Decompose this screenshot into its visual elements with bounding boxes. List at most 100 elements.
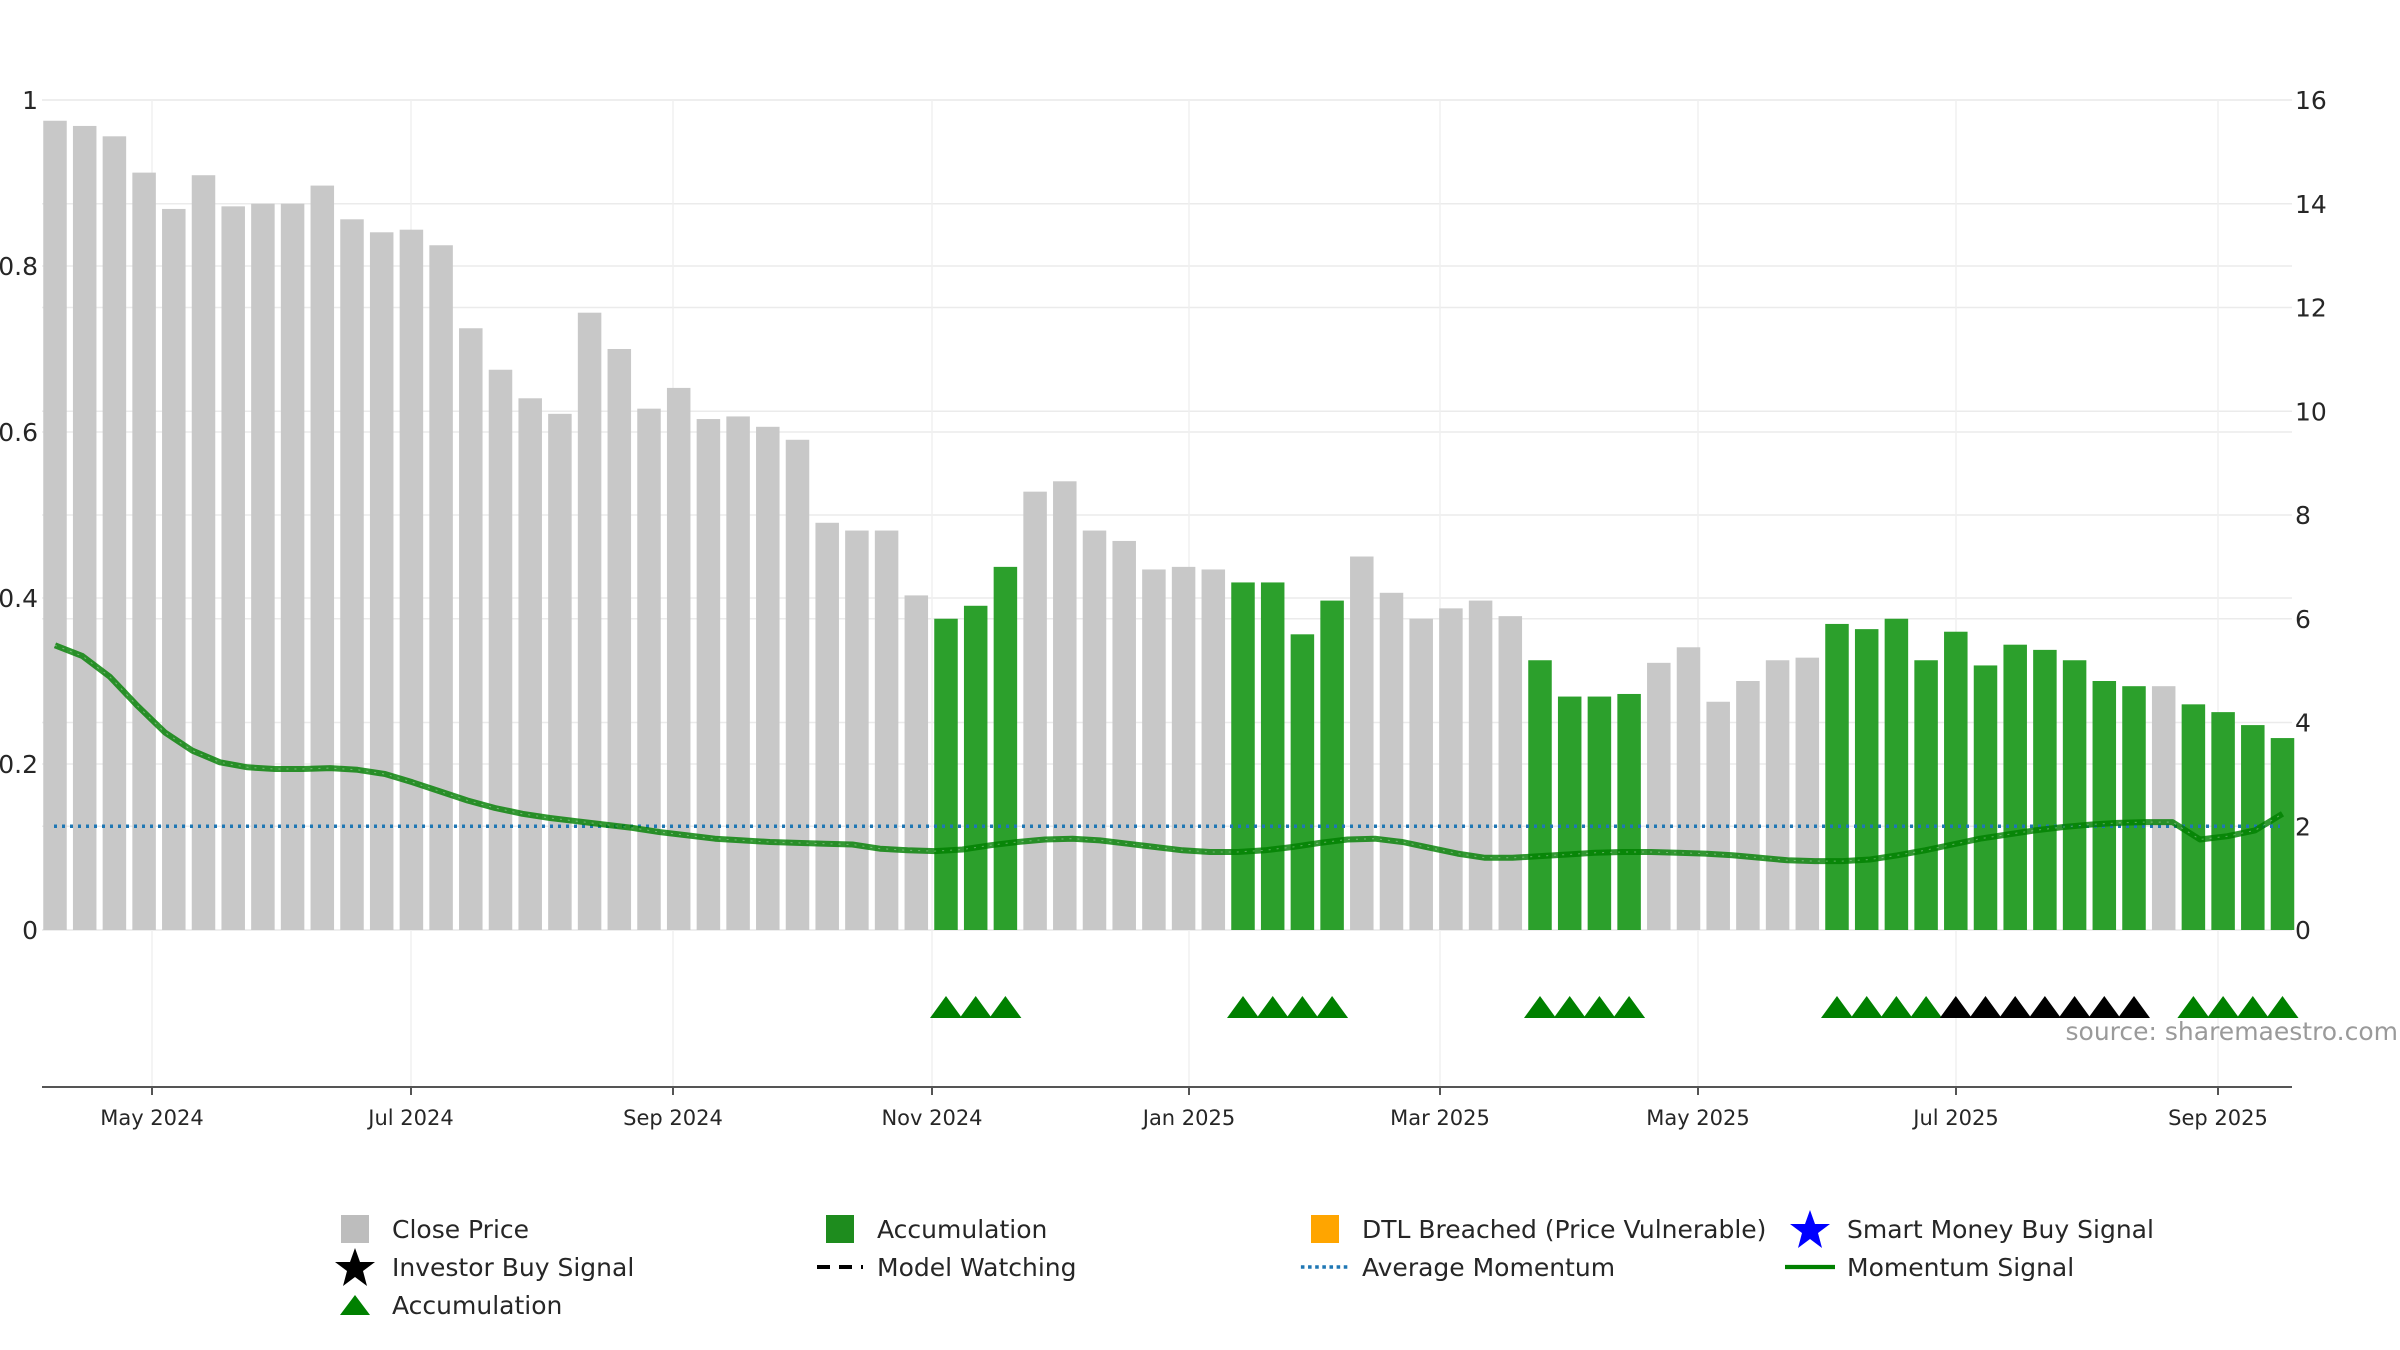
x-tick-label-3: Nov 2024 [881, 1106, 982, 1130]
bar-70 [2122, 686, 2146, 930]
bar-20 [637, 408, 661, 930]
bar-52 [1587, 696, 1612, 930]
bar-6 [221, 206, 245, 930]
left-tick-label-0: 0 [22, 916, 38, 945]
legend-label-model-watching: Model Watching [877, 1252, 1077, 1282]
legend-item-average-momentum: Average Momentum [1300, 1250, 1615, 1284]
left-tick-label-4: 0.8 [0, 252, 38, 281]
bar-3 [132, 172, 156, 930]
signal-marker-investor-20 [2088, 996, 2121, 1018]
left-tick-label-1: 0.2 [0, 750, 38, 779]
bar-49 [1498, 616, 1523, 930]
bar-45 [1379, 592, 1404, 930]
bar-36 [1112, 540, 1136, 930]
left-axis: 0 0.2 0.4 0.6 0.8 1 [0, 86, 38, 945]
bar-22 [696, 419, 721, 930]
bar-26 [815, 522, 839, 930]
signal-marker-accumulation-4 [1256, 996, 1289, 1018]
bar-34 [1053, 481, 1077, 930]
bar-46 [1409, 618, 1433, 930]
signal-marker-accumulation-22 [2177, 996, 2210, 1018]
x-axis: May 2024 Jul 2024 Sep 2024 Nov 2024 Jan 2025… [100, 1087, 2268, 1130]
legend-swatch-close-price [330, 1212, 380, 1246]
legend-label-accumulation-marker: Accumulation [392, 1290, 563, 1320]
bar-72 [2181, 704, 2206, 930]
bar-38 [1171, 566, 1196, 930]
signal-marker-accumulation-24 [2236, 996, 2269, 1018]
model-watching-dash-icon [815, 1250, 865, 1284]
right-tick-label-5: 10 [2295, 397, 2327, 426]
bar-33 [1023, 491, 1047, 930]
x-tick-label-5: Mar 2025 [1390, 1106, 1490, 1130]
bar-15 [488, 369, 513, 930]
bar-68 [2062, 660, 2087, 930]
right-tick-label-2: 4 [2295, 709, 2311, 738]
right-tick-label-0: 0 [2295, 916, 2311, 945]
signal-marker-investor-17 [1999, 996, 2032, 1018]
bar-74 [2241, 725, 2265, 930]
signal-marker-accumulation-3 [1227, 996, 1259, 1018]
bar-5 [191, 175, 216, 930]
accumulation-triangle-icon [330, 1288, 380, 1322]
bar-27 [845, 530, 869, 930]
signal-marker-accumulation-12 [1850, 996, 1883, 1018]
x-tick-label-8: Sep 2025 [2168, 1106, 2268, 1130]
bar-12 [399, 229, 424, 930]
bar-16 [518, 398, 542, 930]
x-tick-label-0: May 2024 [100, 1106, 204, 1130]
signal-marker-accumulation-7 [1524, 996, 1556, 1018]
x-tick-label-4: Jan 2025 [1141, 1106, 1236, 1130]
bar-8 [280, 203, 305, 930]
signal-marker-accumulation-9 [1583, 996, 1616, 1018]
legend-item-accumulation-bar: Accumulation [815, 1212, 1047, 1246]
bar-28 [874, 530, 899, 930]
signal-marker-accumulation-2 [989, 996, 1022, 1018]
right-tick-label-8: 16 [2295, 86, 2327, 115]
right-tick-label-3: 6 [2295, 605, 2311, 634]
signal-marker-accumulation-23 [2207, 996, 2240, 1018]
bar-42 [1290, 634, 1315, 930]
x-tick-label-6: May 2025 [1646, 1106, 1750, 1130]
smart-money-star-icon [1785, 1210, 1835, 1248]
signal-marker-investor-19 [2058, 996, 2091, 1018]
average-momentum-dot-icon [1300, 1250, 1350, 1284]
legend-item-smart-money: Smart Money Buy Signal [1785, 1210, 2154, 1248]
x-tick-label-1: Jul 2024 [366, 1106, 453, 1130]
signal-marker-accumulation-5 [1286, 996, 1319, 1018]
bar-35 [1082, 530, 1107, 930]
legend-label-investor-buy: Investor Buy Signal [392, 1252, 635, 1282]
signal-marker-accumulation-14 [1910, 996, 1943, 1018]
bar-14 [459, 328, 483, 930]
bar-24 [756, 426, 780, 930]
bar-21 [666, 387, 691, 930]
bar-73 [2211, 712, 2235, 930]
bar-13 [429, 245, 453, 930]
signal-marker-accumulation-10 [1613, 996, 1646, 1018]
legend-label-accumulation-bar: Accumulation [877, 1214, 1048, 1244]
bar-4 [162, 208, 186, 930]
bar-10 [340, 219, 364, 930]
momentum-signal-line [53, 642, 2285, 865]
bar-23 [726, 416, 750, 930]
chart: 0 0.2 0.4 0.6 0.8 1 0 2 4 6 8 10 12 14 16 May 2024 Jul… [0, 86, 2398, 1130]
bar-66 [2003, 644, 2027, 930]
bar-7 [251, 203, 275, 930]
bar-75 [2270, 738, 2295, 930]
signal-marker-accumulation-8 [1553, 996, 1586, 1018]
bar-18 [577, 312, 602, 930]
bar-51 [1557, 696, 1582, 930]
bar-9 [310, 185, 335, 930]
bar-53 [1617, 693, 1641, 930]
legend-swatch-accumulation-bar [815, 1212, 865, 1246]
legend: Close Price Accumulation DTL Breached (P… [330, 1210, 2230, 1342]
signal-marker-accumulation-11 [1821, 996, 1853, 1018]
signal-marker-accumulation-0 [930, 996, 962, 1018]
bar-63 [1914, 660, 1938, 930]
bar-30 [934, 618, 958, 930]
bar-37 [1142, 569, 1166, 930]
bar-41 [1260, 582, 1285, 930]
signal-marker-series [930, 996, 2299, 1018]
left-tick-label-2: 0.4 [0, 584, 38, 613]
signal-marker-investor-15 [1939, 996, 1972, 1018]
bar-56 [1706, 701, 1730, 930]
